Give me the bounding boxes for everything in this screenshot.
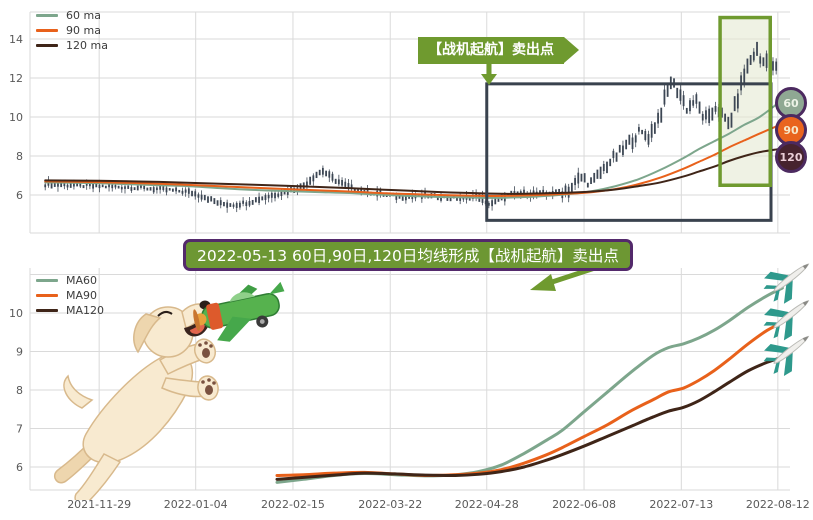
toy-plane-prop — [193, 309, 200, 331]
legend-item-ma90: MA90 — [36, 288, 104, 303]
legend-label-90ma: 90 ma — [66, 24, 101, 37]
down-arrow-icon — [481, 63, 497, 85]
ma60-line-swatch — [36, 14, 58, 17]
svg-text:14: 14 — [9, 33, 23, 46]
toy-plane-tail — [268, 282, 285, 295]
top-line-120-ma — [44, 148, 779, 195]
dog-eye — [157, 310, 173, 317]
dog-illustration — [54, 282, 285, 500]
x-axis-label: 2021-11-29 — [67, 498, 131, 511]
ma90-line-swatch — [36, 29, 58, 32]
dog-hind-leg-near — [74, 453, 122, 500]
toy-plane-wing-near — [217, 316, 252, 342]
svg-text:6: 6 — [16, 189, 23, 202]
airplane-icon — [763, 300, 810, 341]
legend-item-ma60: MA60 — [36, 273, 104, 288]
legend-item-90ma: 90 ma — [36, 23, 108, 38]
dog-paw-pads — [198, 341, 216, 395]
x-axis-label: 2022-04-28 — [455, 498, 519, 511]
legend-label-ma90: MA90 — [66, 289, 98, 302]
x-axis-label: 2022-08-12 — [746, 498, 810, 511]
top-line-60-ma — [44, 102, 779, 199]
sell-point-callout: 【战机起航】卖出点 — [418, 37, 579, 64]
toy-plane-hubcap — [259, 319, 265, 324]
svg-text:12: 12 — [9, 72, 23, 85]
signal-banner: 2022-05-13 60日,90日,120日均线形成【战机起航】卖出点 — [183, 239, 633, 271]
svg-text:10: 10 — [9, 111, 23, 124]
toy-plane-icon — [193, 282, 285, 342]
airplane-icon — [763, 335, 810, 376]
ma120-line-swatch — [36, 309, 58, 312]
x-axis-label: 2022-07-13 — [649, 498, 713, 511]
dog-tail — [63, 374, 94, 409]
x-axis-label: 2022-03-22 — [358, 498, 422, 511]
toy-plane-cockpit — [229, 292, 255, 302]
dog-body-group — [54, 303, 219, 500]
x-axis-label: 2022-06-08 — [552, 498, 616, 511]
top-grid: 6 8 10 12 14 — [9, 11, 790, 234]
svg-text:8: 8 — [16, 150, 23, 163]
top-line-90-ma — [44, 124, 779, 197]
x-axis-label: 2022-01-04 — [164, 498, 228, 511]
airplane-icon — [763, 263, 810, 304]
legend-label-120ma: 120 ma — [66, 39, 108, 52]
svg-text:8: 8 — [16, 384, 23, 397]
bottom-chart-legend: MA60 MA90 MA120 — [36, 273, 104, 318]
ma120-line-swatch — [36, 44, 58, 47]
toy-plane-band — [206, 302, 224, 330]
bottom-line-MA90 — [275, 321, 784, 477]
legend-item-ma120: MA120 — [36, 303, 104, 318]
bottom-line-MA120 — [275, 355, 784, 481]
legend-item-120ma: 120 ma — [36, 38, 108, 53]
svg-text:6: 6 — [16, 461, 23, 474]
svg-text:9: 9 — [16, 346, 23, 359]
ma60-badge: 60 — [775, 87, 807, 119]
ma60-line-swatch — [36, 279, 58, 282]
candlesticks — [44, 41, 778, 213]
legend-item-60ma: 60 ma — [36, 8, 108, 23]
legend-label-ma120: MA120 — [66, 304, 105, 317]
dog-ear — [133, 313, 162, 354]
legend-label-60ma: 60 ma — [66, 9, 101, 22]
takeoff-highlight-fill — [720, 17, 771, 186]
x-axis-label: 2022-02-15 — [261, 498, 325, 511]
bottom-line-MA60 — [275, 286, 784, 484]
svg-text:7: 7 — [16, 423, 23, 436]
top-chart-legend: 60 ma 90 ma 120 ma — [36, 8, 108, 53]
legend-label-ma60: MA60 — [66, 274, 98, 287]
ma120-badge: 120 — [775, 141, 807, 173]
ma90-line-swatch — [36, 294, 58, 297]
svg-text:10: 10 — [9, 307, 23, 320]
takeoff-highlight-box — [718, 15, 772, 187]
